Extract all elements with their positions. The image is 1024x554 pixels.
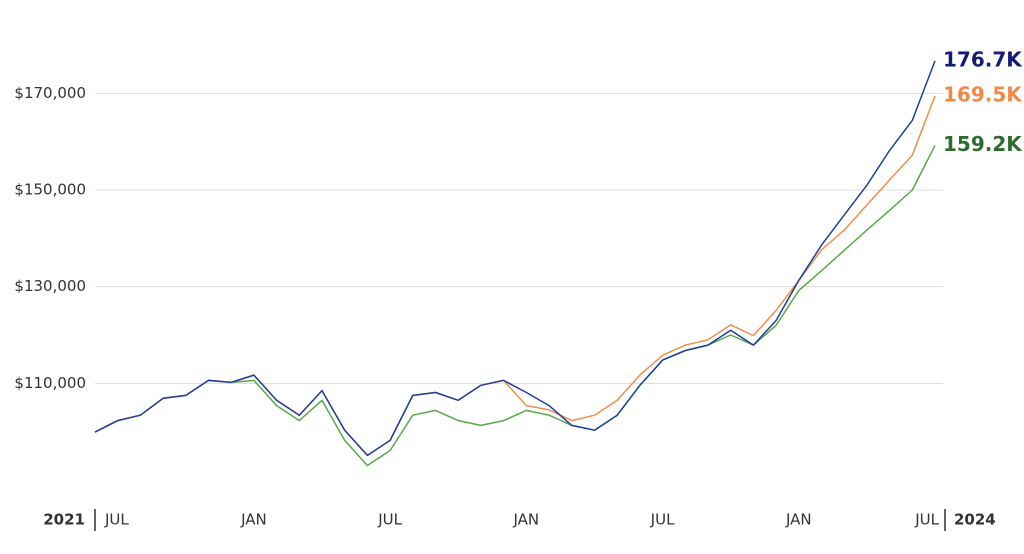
x-tick-label: JUL [377, 511, 402, 529]
y-tick-label: $150,000 [14, 181, 86, 199]
y-tick-label: $130,000 [14, 277, 86, 295]
end-label: 176.7K [943, 47, 1023, 71]
x-tick-label: JUL [914, 511, 939, 529]
year-end: 2024 [954, 511, 996, 529]
x-tick-label: JUL [104, 511, 129, 529]
x-tick-label: JAN [240, 511, 267, 529]
series-line [94, 95, 936, 457]
series-line [94, 145, 936, 467]
end-label: 159.2K [943, 132, 1023, 156]
x-tick-label: JAN [513, 511, 540, 529]
x-tick-label: JAN [785, 511, 812, 529]
y-tick-label: $110,000 [14, 374, 86, 392]
series-line [94, 60, 936, 457]
year-start: 2021 [43, 511, 85, 529]
x-tick-label: JUL [650, 511, 675, 529]
end-label: 169.5K [943, 82, 1023, 106]
y-tick-label: $170,000 [14, 84, 86, 102]
